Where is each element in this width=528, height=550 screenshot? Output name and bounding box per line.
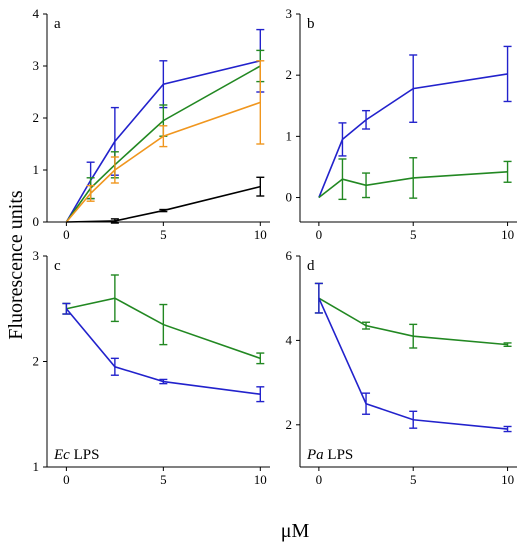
y-tick-label: 3 xyxy=(33,58,40,73)
error-bar xyxy=(338,122,347,157)
series-black xyxy=(66,176,265,224)
error-bar xyxy=(409,54,418,123)
x-tick-label: 0 xyxy=(63,472,70,487)
series-green xyxy=(318,157,512,201)
series-line xyxy=(318,297,508,346)
y-tick-label: 3 xyxy=(286,6,293,21)
error-bar xyxy=(110,218,119,224)
error-bar xyxy=(159,125,168,148)
error-bar xyxy=(338,158,347,201)
panel-b: 0 1 2 3 0 5 10 b xyxy=(286,6,517,242)
panel-letter: a xyxy=(54,16,61,32)
panel-d: 2 4 6 0 5 10 d Pa LPS xyxy=(286,248,517,487)
series-line xyxy=(318,297,508,430)
chart-panels: 0 1 2 3 4 0 5 10 a 0 1 2 3 0 5 10 b 1 2 3 0 5 10 c Ec LPS 2 4 6 0 5 10… xyxy=(33,6,517,487)
error-bar xyxy=(503,342,512,348)
y-tick-label: 2 xyxy=(33,354,40,369)
panel-a: 0 1 2 3 4 0 5 10 a xyxy=(33,6,270,242)
error-bar xyxy=(503,160,512,183)
error-bar xyxy=(503,45,512,103)
panel-letter: b xyxy=(307,16,315,32)
y-tick-label: 4 xyxy=(286,332,293,347)
error-bar xyxy=(314,282,323,314)
x-tick-label: 10 xyxy=(501,227,514,242)
y-tick-label: 2 xyxy=(286,417,293,432)
x-tick-label: 0 xyxy=(63,227,70,242)
panel-letter: d xyxy=(307,258,315,274)
error-bar xyxy=(409,157,418,199)
series-line xyxy=(65,308,261,395)
x-tick-label: 0 xyxy=(316,227,323,242)
series-orange xyxy=(65,60,265,223)
error-bar xyxy=(256,60,265,145)
x-axis-label: μM xyxy=(281,520,310,542)
y-tick-label: 0 xyxy=(286,190,293,205)
series-green xyxy=(314,282,512,349)
x-tick-label: 10 xyxy=(254,472,267,487)
panel-note-rest: LPS xyxy=(70,447,100,463)
error-bar xyxy=(409,410,418,429)
error-bar xyxy=(110,156,119,184)
series-line xyxy=(66,297,261,360)
panel-note: Ec LPS xyxy=(53,447,99,463)
series-blue xyxy=(62,302,265,403)
error-bar xyxy=(362,109,371,130)
error-bar xyxy=(362,321,371,330)
error-bar xyxy=(256,386,265,403)
y-axis-label: Fluorescence units xyxy=(5,190,27,340)
panel-note: Pa LPS xyxy=(306,447,353,463)
series-blue xyxy=(314,282,512,433)
error-bar xyxy=(159,303,168,346)
y-tick-label: 2 xyxy=(286,67,293,82)
x-tick-label: 0 xyxy=(316,472,323,487)
error-bar xyxy=(409,323,418,349)
x-tick-label: 5 xyxy=(410,227,417,242)
y-tick-label: 1 xyxy=(33,162,40,177)
y-tick-label: 2 xyxy=(33,110,40,125)
error-bar xyxy=(110,274,119,323)
series-green xyxy=(62,274,265,365)
panel-note-rest: LPS xyxy=(324,447,354,463)
error-bar xyxy=(256,352,265,365)
panel-note-italic: Ec xyxy=(53,447,70,463)
error-bar xyxy=(86,184,95,202)
y-tick-label: 0 xyxy=(33,214,40,229)
y-tick-label: 4 xyxy=(33,6,40,21)
x-tick-label: 5 xyxy=(410,472,417,487)
y-tick-label: 1 xyxy=(33,459,40,474)
x-tick-label: 5 xyxy=(160,227,167,242)
series-line xyxy=(66,185,261,223)
panel-c: 1 2 3 0 5 10 c Ec LPS xyxy=(33,248,270,487)
error-bar xyxy=(503,425,512,433)
error-bar xyxy=(110,357,119,376)
panel-note-italic: Pa xyxy=(306,447,324,463)
x-tick-label: 5 xyxy=(160,472,167,487)
series-blue xyxy=(318,45,512,198)
error-bar xyxy=(362,172,371,199)
y-tick-label: 1 xyxy=(286,128,293,143)
panel-letter: c xyxy=(54,258,61,274)
error-bar xyxy=(362,392,371,415)
error-bar xyxy=(62,302,71,315)
y-tick-label: 6 xyxy=(286,248,293,263)
x-tick-label: 10 xyxy=(501,472,514,487)
error-bar xyxy=(159,378,168,385)
error-bar xyxy=(256,176,265,197)
x-tick-label: 10 xyxy=(254,227,267,242)
error-bar xyxy=(159,208,168,213)
y-tick-label: 3 xyxy=(33,248,40,263)
